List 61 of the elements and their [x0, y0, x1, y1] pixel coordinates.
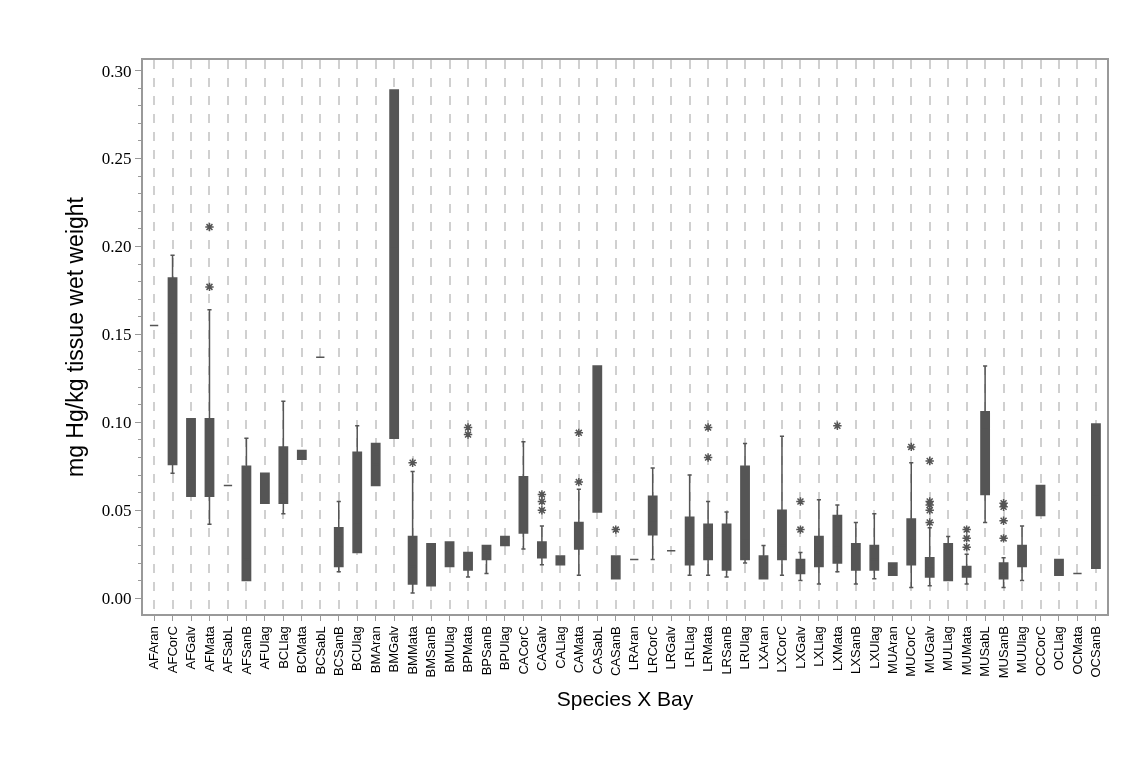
x-tick-label: LXLlag — [811, 626, 827, 667]
x-tick-label: AFMata — [201, 625, 217, 672]
x-tick-label: CAMata — [571, 625, 587, 674]
x-tick-label: LRAran — [626, 626, 642, 671]
x-tick-label: LXAran — [755, 626, 771, 670]
x-tick-label: MUAran — [885, 626, 901, 674]
x-tick-label: LXGalv — [792, 625, 808, 669]
x-axis-title: Species X Bay — [556, 686, 694, 710]
x-tick-label: LRGalv — [663, 625, 679, 670]
x-tick-label: OCMata — [1069, 625, 1085, 675]
x-tick-label: BMAran — [367, 626, 383, 674]
x-tick-label: OCCorC — [1032, 626, 1048, 677]
x-tick-label: AFCorC — [164, 626, 180, 674]
y-tick-label: 0.05 — [101, 501, 132, 521]
x-tick-label: LXMata — [829, 625, 845, 672]
x-tick-label: BCSanB — [330, 626, 346, 677]
x-tick-label: BCMata — [294, 625, 310, 674]
x-tick-label: LXUlag — [866, 626, 882, 669]
x-tick-label: BPUlag — [497, 626, 513, 671]
y-tick-label: 0.15 — [101, 325, 132, 345]
x-tick-label: BMSanB — [423, 626, 439, 678]
y-tick-label: 0.30 — [101, 61, 132, 81]
x-tick-label: CASanB — [607, 626, 623, 677]
x-tick-label: MUGalv — [921, 625, 937, 674]
x-tick-label: AFSabL — [220, 626, 236, 674]
x-tick-label: AFSanB — [238, 626, 254, 675]
x-tick-label: OCSanB — [1088, 626, 1104, 678]
x-tick-label: MUMata — [958, 625, 974, 676]
x-tick-label: OCLlag — [1051, 626, 1067, 671]
x-tick-label: AFAran — [146, 626, 162, 670]
x-tick-label: LXSanB — [848, 626, 864, 674]
x-tick-label: BPMata — [460, 625, 476, 673]
x-tick-label: BMMata — [404, 625, 420, 675]
y-tick-label: 0.20 — [101, 237, 132, 257]
y-axis-title: mg Hg/kg tissue wet weight — [61, 196, 88, 477]
x-tick-label: BCSabL — [312, 626, 328, 675]
y-tick-label: 0.00 — [101, 589, 132, 609]
x-tick-label: MULlag — [940, 626, 956, 671]
x-tick-label: CASabL — [589, 626, 605, 675]
x-tick-label: CAGalv — [534, 625, 550, 671]
x-tick-label: BMUlag — [441, 626, 457, 673]
x-tick-label: MUCorC — [903, 626, 919, 677]
x-tick-label: LXCorC — [774, 626, 790, 673]
x-tick-label: BMGalv — [386, 625, 402, 673]
x-tick-label: CALlag — [552, 626, 568, 669]
x-tick-label: AFGalv — [183, 625, 199, 670]
x-tick-label: MUUlag — [1014, 626, 1030, 674]
x-tick-label: LRUlag — [737, 626, 753, 670]
x-tick-label: BPSanB — [478, 626, 494, 676]
x-tick-label: MUSanB — [995, 626, 1011, 679]
x-tick-label: LRLlag — [681, 626, 697, 668]
x-tick-label: LRSanB — [718, 626, 734, 675]
y-tick-label: 0.25 — [101, 149, 132, 169]
x-tick-label: BCLlag — [275, 626, 291, 669]
x-tick-label: BCUlag — [349, 626, 365, 671]
y-tick-label: 0.10 — [101, 413, 132, 433]
x-tick-label: CACorC — [515, 626, 531, 675]
x-tick-label: MUSabL — [977, 626, 993, 677]
x-tick-label: LRCorC — [644, 626, 660, 674]
x-tick-label: LRMata — [700, 625, 716, 672]
x-tick-label: AFUlag — [257, 626, 273, 670]
